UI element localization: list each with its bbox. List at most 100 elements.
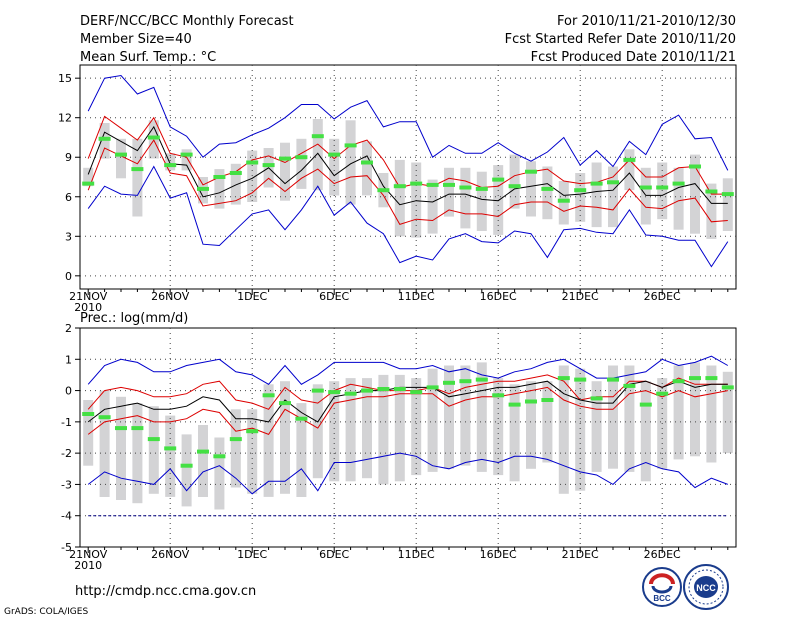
temp-box-38 bbox=[690, 154, 700, 234]
prec-median-33 bbox=[607, 377, 619, 382]
prec-mean-minus-sd-line bbox=[87, 386, 728, 436]
prec-box-7 bbox=[181, 434, 192, 507]
temp-ylabel-3: 9 bbox=[65, 151, 72, 164]
prec-box-14 bbox=[296, 403, 307, 497]
prec-xlabel-7: 26DEC bbox=[644, 548, 681, 561]
temp-median-7 bbox=[180, 152, 193, 157]
temp-box-18 bbox=[362, 141, 372, 196]
temp-ylabel-1: 3 bbox=[65, 230, 72, 243]
temp-xlabel-2: 1DEC bbox=[237, 290, 267, 303]
prec-xlabel-year: 2010 bbox=[74, 559, 102, 572]
prec-median-5 bbox=[147, 437, 160, 442]
prec-median-2 bbox=[98, 415, 111, 420]
temp-box-34 bbox=[624, 149, 635, 191]
temp-box-6 bbox=[165, 153, 176, 171]
prec-median-35 bbox=[639, 402, 652, 407]
prec-box-6 bbox=[165, 415, 176, 497]
prec-box-35 bbox=[640, 381, 651, 482]
prec-box-21 bbox=[411, 378, 422, 476]
temp-median-4 bbox=[131, 167, 144, 172]
temp-median-26 bbox=[492, 177, 505, 182]
prec-median-19 bbox=[377, 387, 390, 391]
prec-ylabel-3: -2 bbox=[61, 447, 72, 460]
temperature-panel: 0 3 6 9 12 15 21NOV 26NOV 1DEC 6DEC 11DEC 16DEC 21DE… bbox=[58, 64, 737, 314]
bcc-logo-text: BCC bbox=[653, 594, 671, 603]
prec-median-15 bbox=[311, 388, 324, 393]
prec-median-6 bbox=[164, 446, 177, 451]
prec-xlabel-6: 21DEC bbox=[562, 548, 599, 561]
prec-median-36 bbox=[656, 391, 669, 396]
temp-median-2 bbox=[98, 136, 111, 141]
prec-box-5 bbox=[148, 406, 159, 494]
temp-median-19 bbox=[377, 188, 390, 193]
prec-median-14 bbox=[295, 416, 308, 421]
prec-median-30 bbox=[557, 376, 570, 381]
prec-box-15 bbox=[312, 384, 323, 479]
prec-box-17 bbox=[345, 378, 356, 482]
temp-box-40 bbox=[722, 178, 733, 231]
prec-median-22 bbox=[426, 385, 439, 390]
temp-box-37 bbox=[673, 167, 684, 230]
temp-median-21 bbox=[410, 181, 423, 186]
prec-box-4 bbox=[132, 403, 143, 504]
temp-box-3 bbox=[116, 138, 126, 179]
temp-median-22 bbox=[426, 182, 439, 187]
prec-xlabel-5: 16DEC bbox=[480, 548, 517, 561]
temp-median-27 bbox=[508, 184, 521, 189]
prec-box-23 bbox=[444, 365, 454, 469]
prec-mean-line bbox=[87, 380, 728, 423]
prec-median-9 bbox=[213, 454, 226, 459]
temp-box-35 bbox=[640, 167, 651, 225]
temp-median-38 bbox=[689, 164, 701, 169]
prec-box-27 bbox=[509, 384, 520, 482]
temp-median-24 bbox=[459, 185, 472, 190]
prec-box-8 bbox=[198, 425, 208, 497]
produced-date: Fcst Produced Date 2010/11/21 bbox=[531, 50, 736, 65]
temp-mean-line bbox=[87, 125, 728, 206]
prec-box-12 bbox=[263, 384, 274, 497]
temp-xlabel-4: 11DEC bbox=[398, 290, 435, 303]
prec-xlabel-1: 26NOV bbox=[151, 548, 190, 561]
temp-median-32 bbox=[590, 181, 603, 186]
prec-ylabel-0: -5 bbox=[61, 541, 72, 554]
temp-box-33 bbox=[608, 166, 618, 228]
prec-median-17 bbox=[344, 391, 357, 396]
temp-median-37 bbox=[672, 181, 685, 186]
temp-xlabel-0: 21NOV bbox=[69, 290, 108, 303]
prec-median-34 bbox=[623, 383, 636, 388]
prec-box-30 bbox=[558, 365, 569, 494]
temp-median-31 bbox=[574, 188, 587, 193]
temp-box-11 bbox=[247, 150, 258, 202]
temp-median-28 bbox=[525, 169, 537, 174]
prec-box-29 bbox=[542, 381, 553, 463]
temp-box-27 bbox=[509, 154, 520, 209]
prec-median-32 bbox=[590, 396, 603, 401]
prec-box-25 bbox=[476, 362, 487, 472]
temp-box-24 bbox=[460, 167, 471, 229]
prec-xlabel-0: 21NOV bbox=[69, 548, 108, 561]
prec-max-line bbox=[87, 355, 729, 385]
temp-min-line bbox=[87, 165, 729, 268]
prec-median-13 bbox=[279, 401, 291, 406]
prec-box-11 bbox=[247, 409, 258, 494]
prec-median-23 bbox=[443, 380, 455, 385]
prec-min-line bbox=[87, 452, 728, 495]
prec-median-40 bbox=[721, 385, 734, 390]
temp-median-6 bbox=[164, 163, 177, 168]
temp-box-1 bbox=[83, 167, 94, 187]
temp-xlabel-7: 26DEC bbox=[644, 290, 681, 303]
prec-box-9 bbox=[214, 437, 225, 510]
prec-box-31 bbox=[575, 368, 586, 491]
temp-box-28 bbox=[526, 161, 536, 217]
prec-median-37 bbox=[672, 379, 685, 384]
variable-label: Mean Surf. Temp.: °C bbox=[80, 50, 216, 65]
temp-median-14 bbox=[295, 155, 308, 160]
prec-median-26 bbox=[492, 393, 505, 398]
prec-median-12 bbox=[262, 393, 275, 398]
prec-box-2 bbox=[99, 390, 110, 497]
temp-xlabel-3: 6DEC bbox=[319, 290, 349, 303]
prec-median-25 bbox=[475, 377, 488, 382]
ncc-logo-text: NCC bbox=[696, 583, 716, 593]
prec-xlabel-2: 1DEC bbox=[237, 548, 267, 561]
prec-median-7 bbox=[180, 463, 193, 468]
